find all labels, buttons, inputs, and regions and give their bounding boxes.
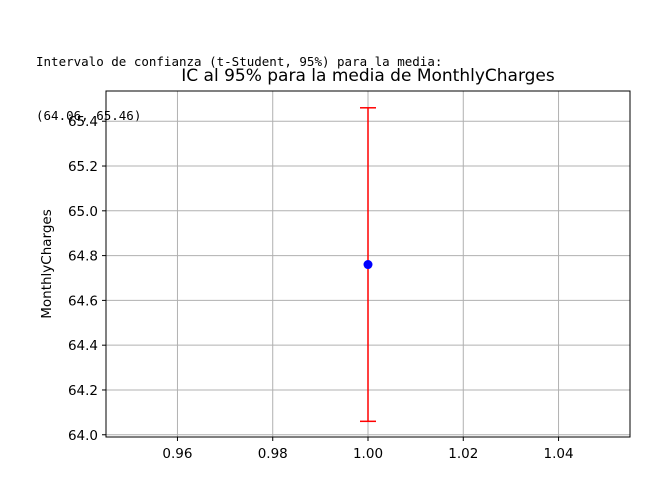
- y-tick-label: 64.0: [68, 428, 98, 444]
- axis-ticks: 0.96 0.98 1.00 1.02 1.04 64.0 64.2 64.4 64.6 64.8…: [68, 114, 574, 462]
- output-text: Intervalo de confianza (t-Student, 95%) …: [36, 17, 442, 143]
- y-tick-label: 65.4: [68, 114, 98, 130]
- y-axis-label: MonthlyCharges: [39, 209, 55, 319]
- y-tick-label: 64.2: [68, 383, 98, 399]
- y-tick-label: 64.8: [68, 249, 98, 265]
- x-tick-label: 0.98: [258, 446, 288, 462]
- output-line-2: (64.06, 65.46): [36, 108, 142, 123]
- output-line-1: Intervalo de confianza (t-Student, 95%) …: [36, 54, 443, 69]
- mean-point-marker: [363, 260, 373, 270]
- x-tick-label: 1.02: [448, 446, 478, 462]
- chart-title: IC al 95% para la media de MonthlyCharge…: [181, 66, 555, 86]
- x-tick-label: 1.04: [544, 446, 574, 462]
- series-layer: [360, 107, 376, 423]
- y-tick-label: 64.4: [68, 338, 98, 354]
- x-tick-label: 0.96: [162, 446, 192, 462]
- y-tick-label: 65.2: [68, 159, 98, 175]
- y-tick-label: 65.0: [68, 204, 98, 220]
- y-tick-label: 64.6: [68, 293, 98, 309]
- x-tick-label: 1.00: [353, 446, 383, 462]
